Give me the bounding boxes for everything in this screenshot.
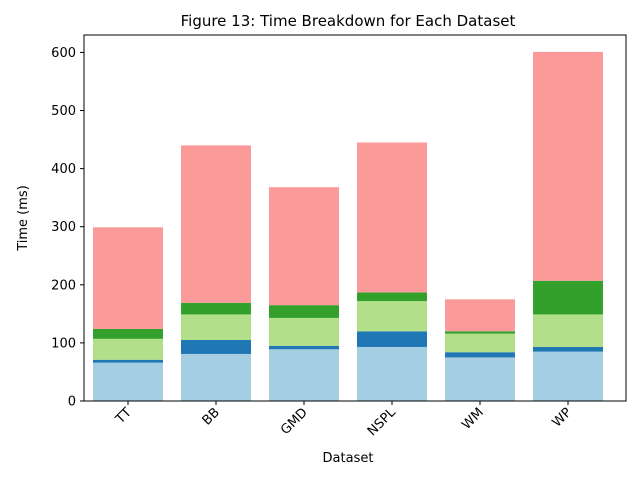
y-tick-label: 400	[51, 162, 76, 177]
bar-gmd-segment-1	[269, 349, 339, 401]
bar-bb-segment-3	[181, 314, 251, 340]
x-tick-label-gmd: GMD	[278, 405, 311, 438]
bar-wp-segment-5	[533, 51, 603, 281]
bar-tt-segment-3	[93, 338, 163, 360]
bar-nspl-segment-4	[357, 292, 427, 302]
bar-bb-segment-2	[181, 340, 251, 354]
bar-wm-segment-1	[445, 357, 515, 401]
x-axis-label: Dataset	[323, 451, 374, 466]
x-axis-ticks: TT BB GMD NSPL WM WP	[112, 401, 575, 440]
bar-tt-segment-5	[93, 227, 163, 329]
bar-wm-segment-4	[445, 331, 515, 334]
bar-gmd-segment-5	[269, 187, 339, 306]
bar-nspl-segment-3	[357, 301, 427, 332]
y-tick-label: 500	[51, 104, 76, 119]
y-tick-label: 300	[51, 220, 76, 235]
x-tick-label-bb: BB	[200, 405, 223, 428]
bar-gmd-segment-4	[269, 305, 339, 318]
bar-nspl-segment-5	[357, 142, 427, 293]
bar-gmd-segment-2	[269, 345, 339, 350]
chart-title: Figure 13: Time Breakdown for Each Datas…	[181, 12, 516, 30]
bar-gmd-segment-3	[269, 317, 339, 346]
bar-bb-segment-1	[181, 353, 251, 401]
x-tick-label-wm: WM	[459, 405, 487, 433]
y-tick-label: 100	[51, 336, 76, 351]
bars-group	[93, 51, 603, 401]
bar-nspl-segment-2	[357, 331, 427, 347]
y-tick-label: 200	[51, 278, 76, 293]
bar-wm-segment-3	[445, 333, 515, 353]
bar-wp-segment-4	[533, 280, 603, 315]
bar-tt-segment-2	[93, 359, 163, 363]
y-axis-label: Time (ms)	[16, 185, 31, 252]
bar-bb-segment-4	[181, 302, 251, 315]
bar-wp-segment-1	[533, 351, 603, 401]
y-tick-label: 0	[68, 395, 76, 410]
x-tick-label-wp: WP	[550, 405, 575, 430]
x-tick-label-tt: TT	[112, 405, 134, 427]
x-tick-label-nspl: NSPL	[365, 405, 400, 440]
axes-frame	[83, 34, 627, 402]
bar-nspl-segment-1	[357, 346, 427, 401]
y-axis-ticks: 0 100 200 300 400 500 600	[51, 46, 84, 410]
bar-bb-segment-5	[181, 145, 251, 303]
bar-tt-segment-1	[93, 362, 163, 401]
y-tick-label: 600	[51, 46, 76, 61]
bar-wm-segment-2	[445, 352, 515, 358]
bar-wp-segment-2	[533, 346, 603, 352]
bar-wp-segment-3	[533, 314, 603, 347]
bar-wm-segment-5	[445, 299, 515, 332]
bar-tt-segment-4	[93, 328, 163, 339]
